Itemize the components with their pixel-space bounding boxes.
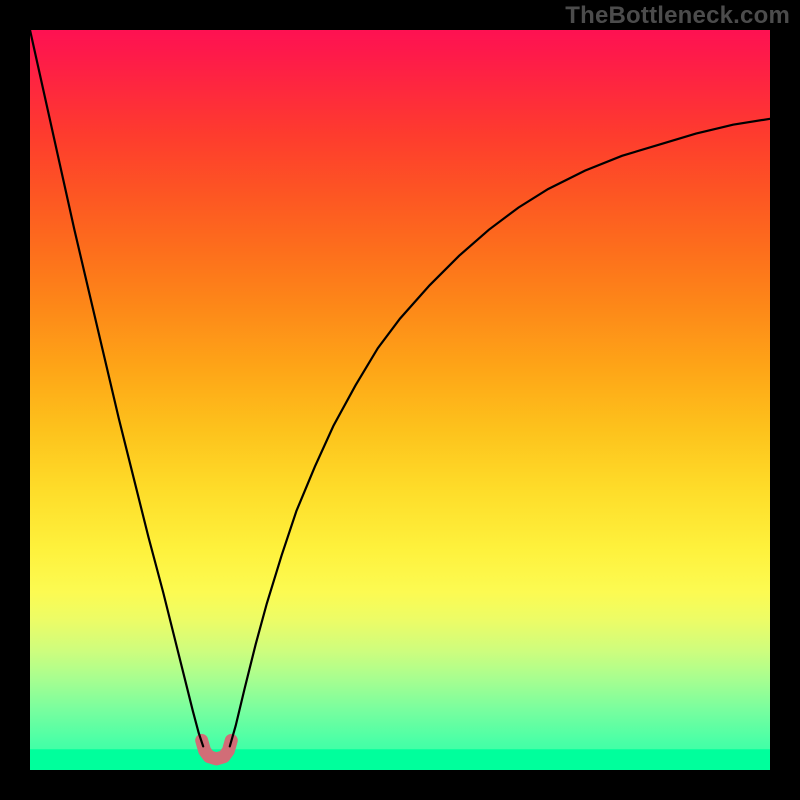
bottleneck-curve-right <box>230 119 770 747</box>
valley-marker-u <box>202 740 232 759</box>
outer-frame: TheBottleneck.com <box>0 0 800 800</box>
watermark-label: TheBottleneck.com <box>565 2 790 30</box>
curve-overlay <box>30 30 770 770</box>
bottleneck-curve-left <box>30 30 203 746</box>
